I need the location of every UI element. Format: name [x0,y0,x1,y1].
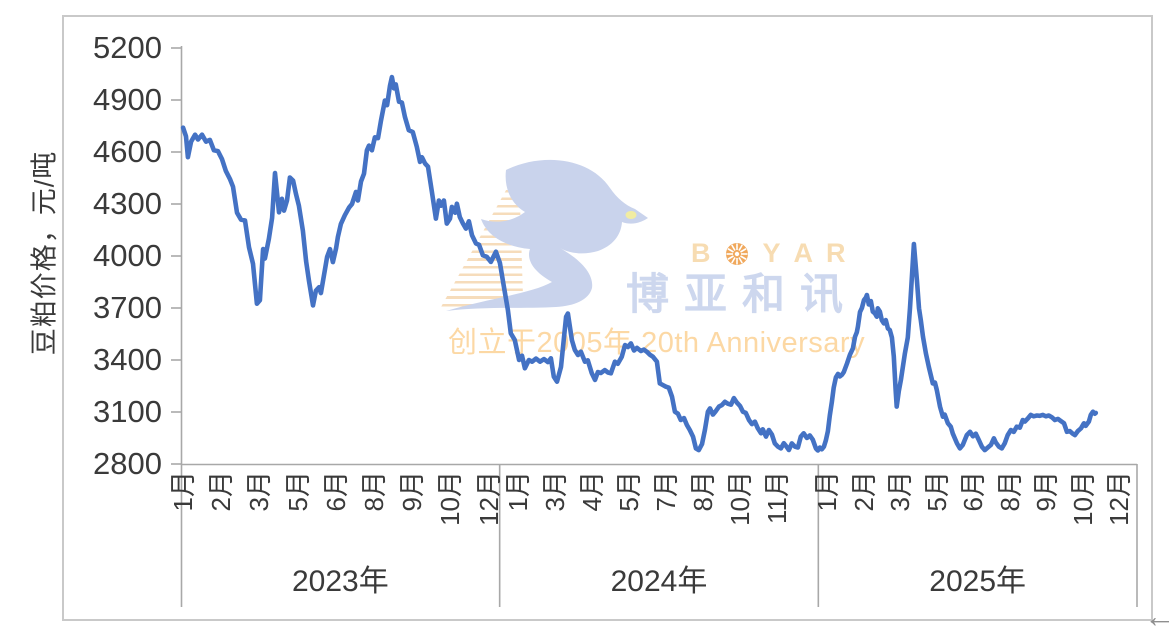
x-axis-month-label: 3月 [539,471,570,512]
x-axis-month-label: 2月 [848,471,879,512]
y-axis-tick-label: 5200 [93,30,162,65]
x-axis-month-label: 1月 [168,471,198,512]
chart-border [62,15,1153,621]
x-axis-year-label: 2024年 [610,565,708,598]
x-axis-month-label: 5月 [613,471,644,512]
x-axis-month-label: 5月 [921,471,952,512]
brand-letter: A [793,238,814,268]
x-axis-month-label: 9月 [397,471,428,512]
left-arrow-icon: ← [1144,598,1169,634]
x-axis-month-label: 1月 [812,471,843,512]
x-axis-month-label: 11月 [761,471,792,524]
x-axis-month-label: 10月 [1067,471,1098,526]
y-axis-tick-label: 4900 [93,82,162,117]
brand-letter: R [826,238,846,268]
x-axis-month-label: 12月 [473,471,504,526]
brand-letter: B [691,238,711,268]
x-axis-month-label: 8月 [687,471,718,512]
y-axis-tick-label: 4300 [93,186,162,221]
y-axis-tick-label: 3400 [93,342,162,377]
y-axis-tick-label: 2800 [93,446,162,481]
x-axis-month-label: 5月 [282,471,313,512]
x-axis-month-label: 3月 [244,471,275,512]
x-axis-month-label: 12月 [1104,471,1135,526]
bird-eye [625,211,637,219]
boyar-bird-logo-icon [446,159,648,311]
x-axis-month-label: 10月 [724,471,755,526]
x-axis-month-label: 8月 [994,471,1025,512]
y-axis-tick-label: 4600 [93,134,162,169]
x-axis-month-label: 9月 [1031,471,1062,512]
x-axis-month-label: 2月 [206,471,237,512]
sunburst-o-icon [725,242,748,265]
x-axis-month-label: 6月 [320,471,351,512]
brand-letter: Y [762,238,781,268]
y-axis-tick-label: 4000 [93,238,162,273]
x-axis-month-label: 10月 [435,471,466,526]
x-axis-year-label: 2023年 [291,565,389,598]
y-axis-tick-label: 3100 [93,394,162,429]
x-axis-month-label: 4月 [576,471,607,512]
watermark-brand-cn: 博亚和讯 [626,271,858,319]
x-axis-month-label: 1月 [502,471,533,512]
x-axis-year-label: 2025年 [929,565,1027,598]
x-axis-month-label: 6月 [958,471,989,512]
x-axis-month-label: 7月 [650,471,681,512]
x-axis-month-label: 3月 [885,471,916,512]
y-axis-tick-label: 3700 [93,290,162,325]
price-series-line [180,74,1099,453]
x-axis-month-label: 8月 [359,471,389,512]
